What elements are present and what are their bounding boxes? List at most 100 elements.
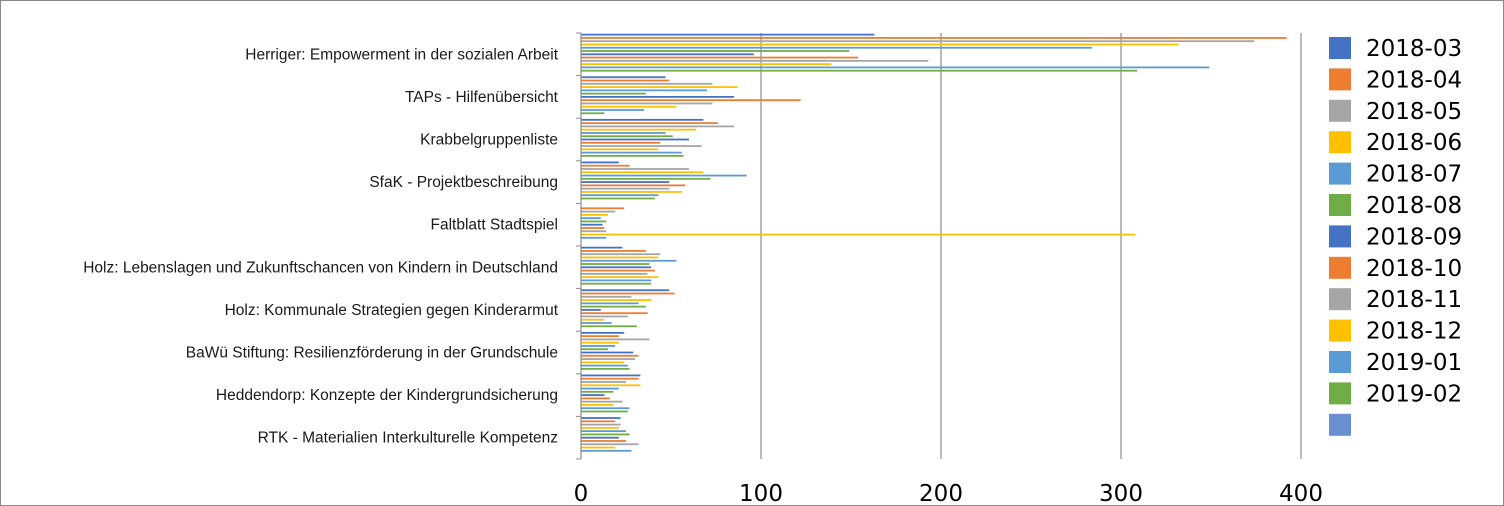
legend-swatch — [1329, 99, 1351, 122]
bar — [581, 43, 1179, 46]
bar — [581, 125, 734, 128]
bar — [581, 79, 670, 82]
category-label: Krabbelgruppenliste — [420, 132, 558, 149]
bar — [581, 132, 666, 134]
bar — [581, 210, 616, 213]
bar — [581, 217, 601, 220]
bar — [581, 390, 614, 393]
bar — [581, 135, 673, 138]
bar — [581, 266, 652, 269]
bar — [581, 37, 1287, 39]
bar — [581, 331, 625, 334]
bar — [581, 59, 929, 62]
legend-swatch — [1329, 131, 1351, 154]
category-label: Herriger: Empowerment in der sozialen Ar… — [245, 46, 558, 63]
bar — [581, 407, 630, 410]
category-label: Holz: Lebenslagen und Zukunftschancen vo… — [83, 259, 558, 276]
bar — [581, 440, 626, 442]
bar — [581, 308, 601, 311]
bar — [581, 194, 659, 197]
bar — [581, 282, 652, 285]
bar — [581, 394, 605, 397]
x-tick-label: 300 — [1099, 481, 1143, 505]
bar — [581, 276, 659, 279]
bar — [581, 246, 623, 249]
bar — [581, 259, 677, 262]
bar — [581, 207, 625, 210]
bar — [581, 384, 641, 387]
bar — [581, 66, 1210, 69]
legend-label: 2019-02 — [1366, 381, 1462, 407]
bar — [581, 184, 686, 187]
legend-swatch — [1329, 68, 1351, 91]
category-label: TAPs - Hilfenübersicht — [405, 89, 559, 106]
bar — [581, 423, 621, 426]
bar — [581, 86, 738, 88]
legend-label: 2018-03 — [1366, 36, 1462, 62]
bar — [581, 89, 707, 92]
bar — [581, 69, 1138, 72]
y-axis — [576, 32, 582, 460]
bar — [581, 151, 682, 154]
bar — [581, 279, 652, 282]
bar — [581, 374, 641, 377]
category-label: Faltblatt Stadtspiel — [430, 217, 558, 234]
legend-label: 2018-09 — [1366, 224, 1462, 250]
bar — [581, 312, 648, 315]
legend-label: 2018-11 — [1366, 287, 1462, 313]
bar — [581, 82, 713, 85]
bar — [581, 253, 661, 256]
legend-label: 2018-10 — [1366, 256, 1462, 282]
legend-label: 2019-01 — [1366, 350, 1462, 376]
bar — [581, 345, 616, 347]
bar — [581, 105, 677, 108]
bar — [581, 145, 702, 147]
bars — [581, 33, 1287, 452]
bar — [581, 76, 666, 79]
bar — [581, 236, 607, 239]
bar — [581, 223, 603, 226]
bar — [581, 272, 648, 275]
legend-label: 2018-07 — [1366, 162, 1462, 188]
legend-swatch — [1329, 288, 1351, 311]
bar — [581, 325, 637, 328]
bar — [581, 292, 675, 295]
bar — [581, 46, 1093, 49]
bar — [581, 164, 630, 167]
bar — [581, 377, 639, 380]
bar — [581, 102, 713, 105]
bar — [581, 118, 704, 121]
bar — [581, 138, 689, 141]
bar — [581, 354, 639, 357]
bar — [581, 181, 670, 184]
bar — [581, 92, 646, 95]
bar — [581, 191, 682, 193]
bar — [581, 410, 628, 413]
legend-label: 2018-05 — [1366, 99, 1462, 125]
bar — [581, 50, 850, 52]
legend-swatch — [1329, 225, 1351, 248]
bar — [581, 56, 859, 59]
category-label: Holz: Kommunale Strategien gegen Kindera… — [225, 302, 559, 319]
bar — [581, 256, 659, 259]
bar — [581, 449, 632, 452]
legend-swatch — [1329, 37, 1351, 59]
bar — [581, 109, 644, 111]
bar — [581, 302, 639, 305]
bar — [581, 148, 659, 151]
bar — [581, 95, 734, 98]
bar — [581, 322, 612, 324]
bar — [581, 187, 670, 190]
bar — [581, 161, 619, 164]
gridlines — [760, 33, 1302, 459]
legend-swatch — [1329, 382, 1351, 405]
bar — [581, 443, 639, 446]
bar — [581, 213, 608, 216]
legend-swatch — [1329, 351, 1351, 373]
bar — [581, 40, 1255, 43]
bar — [581, 318, 605, 321]
bar — [581, 168, 689, 170]
bar — [581, 141, 661, 144]
